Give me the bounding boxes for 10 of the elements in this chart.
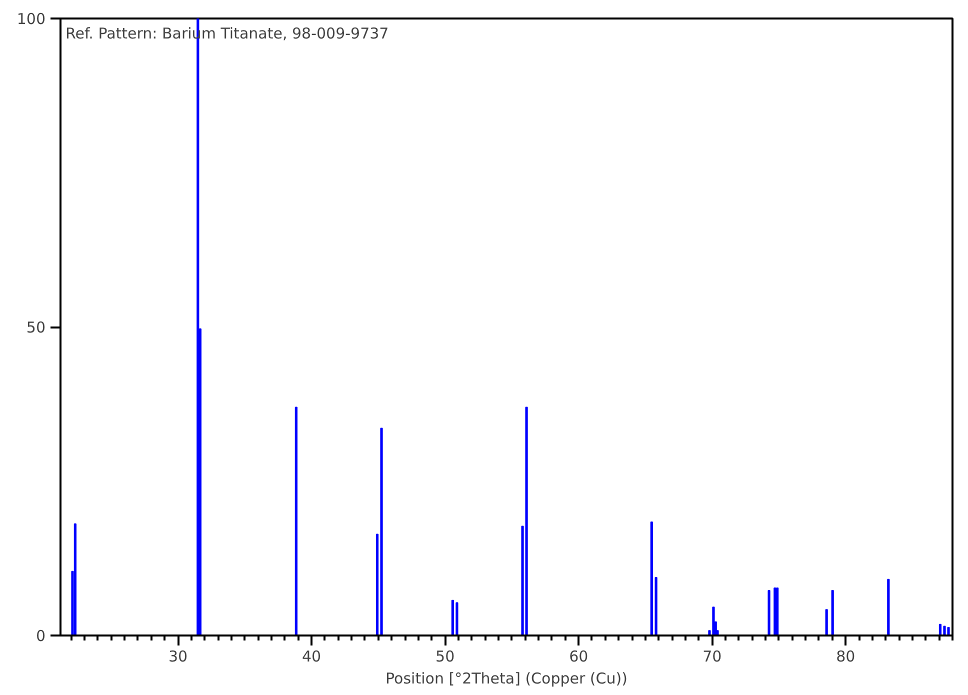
y-tick-label: 100 — [16, 10, 46, 28]
x-tick-label: 60 — [569, 648, 588, 666]
x-axis-title: Position [°2Theta] (Copper (Cu)) — [386, 670, 628, 688]
x-tick-label: 30 — [168, 648, 188, 666]
x-tick-label: 40 — [302, 648, 322, 666]
x-tick-label: 50 — [436, 648, 455, 666]
y-tick-label: 0 — [36, 627, 46, 645]
y-tick-label: 50 — [26, 318, 46, 336]
x-tick-label: 70 — [702, 648, 722, 666]
x-tick-label: 80 — [836, 648, 856, 666]
